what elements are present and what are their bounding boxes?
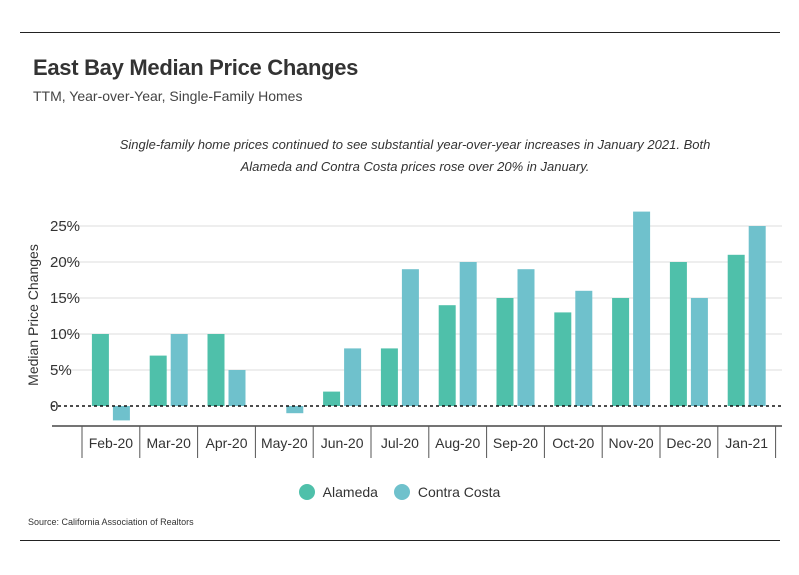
bar-alameda [554, 312, 572, 406]
bar-contra-costa [748, 226, 766, 406]
bar-contra-costa [401, 269, 419, 406]
source-note: Source: California Association of Realto… [28, 517, 194, 527]
bar-contra-costa [286, 406, 304, 414]
bar-contra-costa [344, 348, 362, 406]
bar-alameda [323, 391, 341, 406]
bar-contra-costa [517, 269, 535, 406]
chart-subtitle: TTM, Year-over-Year, Single-Family Homes [33, 88, 303, 104]
x-tick-label: May-20 [261, 435, 308, 451]
bar-alameda [669, 262, 687, 406]
x-tick-label: Nov-20 [609, 435, 654, 451]
bar-contra-costa [112, 406, 130, 421]
y-tick-label: 20% [50, 254, 80, 271]
bar-contra-costa [575, 290, 593, 406]
y-tick-label: 25% [50, 218, 80, 235]
legend: Alameda Contra Costa [0, 484, 799, 503]
bar-contra-costa [228, 370, 246, 406]
x-tick-label: Feb-20 [89, 435, 134, 451]
y-tick-label: 5% [50, 362, 72, 379]
x-tick-label: Aug-20 [435, 435, 480, 451]
bar-contra-costa [170, 334, 188, 406]
chart-title: East Bay Median Price Changes [33, 55, 359, 80]
legend-label-contra-costa: Contra Costa [417, 484, 501, 500]
x-tick-label: Oct-20 [552, 435, 594, 451]
legend-swatch-alameda [298, 484, 315, 500]
legend-label-alameda: Alameda [322, 484, 378, 500]
bar-alameda [612, 298, 630, 406]
bar-chart: 05%10%15%20%25%Median Price ChangesFeb-2… [25, 211, 782, 458]
legend-item-alameda: Alameda [298, 484, 378, 500]
bar-contra-costa [690, 298, 708, 406]
bar-alameda [727, 254, 745, 406]
y-tick-label: 10% [50, 326, 80, 343]
bar-alameda [438, 305, 456, 406]
x-tick-label: Dec-20 [666, 435, 711, 451]
x-tick-label: Mar-20 [147, 435, 192, 451]
x-tick-label: Apr-20 [205, 435, 247, 451]
y-axis-label: Median Price Changes [25, 244, 41, 386]
legend-item-contra-costa: Contra Costa [393, 484, 501, 500]
bar-alameda [380, 348, 398, 406]
bar-alameda [149, 355, 167, 406]
bar-contra-costa [459, 262, 477, 406]
x-tick-label: Jan-21 [725, 435, 768, 451]
bottom-rule [20, 540, 780, 541]
x-tick-label: Jul-20 [381, 435, 419, 451]
bar-alameda [496, 298, 514, 406]
x-tick-label: Jun-20 [321, 435, 364, 451]
bar-alameda [91, 334, 109, 406]
bar-alameda [207, 334, 225, 406]
y-tick-label: 15% [50, 290, 80, 307]
chart-annotation: Single-family home prices continued to s… [119, 137, 711, 174]
bar-contra-costa [633, 211, 651, 406]
x-tick-label: Sep-20 [493, 435, 538, 451]
legend-swatch-contra-costa [393, 484, 410, 500]
top-rule [20, 32, 780, 33]
